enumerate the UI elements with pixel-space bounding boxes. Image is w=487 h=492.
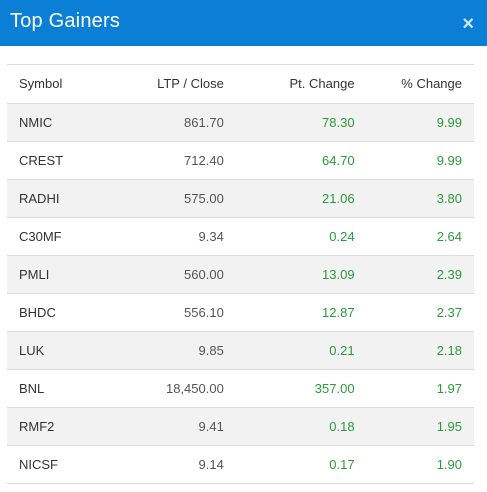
table-row[interactable]: CREST 712.40 64.70 9.99 bbox=[7, 141, 474, 179]
ltp-cell: 575.00 bbox=[184, 190, 224, 206]
table-row[interactable]: NMIC 861.70 78.30 9.99 bbox=[7, 103, 474, 141]
pct-change-cell: 2.64 bbox=[436, 228, 462, 244]
symbol-cell[interactable]: CREST bbox=[19, 152, 64, 168]
pt-change-cell: 78.30 bbox=[322, 114, 355, 130]
pct-change-cell: 1.90 bbox=[436, 456, 462, 472]
column-header-ltp[interactable]: LTP / Close bbox=[109, 65, 236, 104]
pt-change-cell: 0.17 bbox=[329, 456, 355, 472]
ltp-cell: 861.70 bbox=[184, 114, 224, 130]
close-icon[interactable]: × bbox=[462, 13, 474, 35]
table-row[interactable]: BNL 18,450.00 357.00 1.97 bbox=[7, 369, 474, 407]
pt-change-cell: 13.09 bbox=[322, 266, 355, 282]
ltp-cell: 712.40 bbox=[184, 152, 224, 168]
ltp-cell: 9.34 bbox=[198, 228, 224, 244]
ltp-cell: 18,450.00 bbox=[165, 380, 224, 396]
pct-change-cell: 2.18 bbox=[436, 342, 462, 358]
pt-change-cell: 12.87 bbox=[322, 304, 355, 320]
pct-change-cell: 9.99 bbox=[436, 114, 462, 130]
ltp-cell: 556.10 bbox=[184, 304, 224, 320]
table-row[interactable]: RMF2 9.41 0.18 1.95 bbox=[7, 407, 474, 445]
table-row[interactable]: PMLI 560.00 13.09 2.39 bbox=[7, 255, 474, 293]
modal-title: Top Gainers bbox=[10, 9, 121, 32]
table-row[interactable]: BHDC 556.10 12.87 2.37 bbox=[7, 293, 474, 331]
table-row[interactable]: NICSF 9.14 0.17 1.90 bbox=[7, 445, 474, 483]
ltp-cell: 9.85 bbox=[198, 342, 224, 358]
symbol-cell[interactable]: BNL bbox=[19, 380, 45, 396]
column-header-pt-change[interactable]: Pt. Change bbox=[235, 65, 367, 104]
pct-change-cell: 1.95 bbox=[436, 418, 462, 434]
top-gainers-table-container: Symbol LTP / Close Pt. Change % Change N… bbox=[7, 64, 474, 484]
symbol-cell[interactable]: RADHI bbox=[19, 190, 60, 206]
pt-change-cell: 0.24 bbox=[329, 228, 355, 244]
table-header-row: Symbol LTP / Close Pt. Change % Change bbox=[7, 65, 474, 104]
pt-change-cell: 64.70 bbox=[322, 152, 355, 168]
pct-change-cell: 9.99 bbox=[436, 152, 462, 168]
pct-change-cell: 2.39 bbox=[436, 266, 462, 282]
symbol-cell[interactable]: NICSF bbox=[19, 456, 58, 472]
ltp-cell: 9.41 bbox=[198, 418, 224, 434]
column-header-pct-change[interactable]: % Change bbox=[366, 65, 474, 104]
symbol-cell[interactable]: NMIC bbox=[19, 114, 53, 130]
table-row[interactable]: LUK 9.85 0.21 2.18 bbox=[7, 331, 474, 369]
pt-change-cell: 21.06 bbox=[322, 190, 355, 206]
symbol-cell[interactable]: LUK bbox=[19, 342, 45, 358]
pt-change-cell: 357.00 bbox=[314, 380, 355, 396]
top-gainers-table: Symbol LTP / Close Pt. Change % Change N… bbox=[7, 65, 474, 484]
table-body: NMIC 861.70 78.30 9.99 CREST 712.40 64.70 9.99 R… bbox=[7, 103, 474, 483]
pct-change-cell: 1.97 bbox=[436, 380, 462, 396]
table-row[interactable]: RADHI 575.00 21.06 3.80 bbox=[7, 179, 474, 217]
table-row[interactable]: C30MF 9.34 0.24 2.64 bbox=[7, 217, 474, 255]
ltp-cell: 560.00 bbox=[184, 266, 224, 282]
symbol-cell[interactable]: PMLI bbox=[19, 266, 50, 282]
pt-change-cell: 0.18 bbox=[329, 418, 355, 434]
column-header-symbol[interactable]: Symbol bbox=[7, 65, 110, 104]
pt-change-cell: 0.21 bbox=[329, 342, 355, 358]
pct-change-cell: 3.80 bbox=[436, 190, 462, 206]
modal-header: Top Gainers × bbox=[0, 0, 487, 46]
symbol-cell[interactable]: C30MF bbox=[19, 228, 62, 244]
pct-change-cell: 2.37 bbox=[436, 304, 462, 320]
ltp-cell: 9.14 bbox=[198, 456, 224, 472]
symbol-cell[interactable]: RMF2 bbox=[19, 418, 55, 434]
symbol-cell[interactable]: BHDC bbox=[19, 304, 56, 320]
